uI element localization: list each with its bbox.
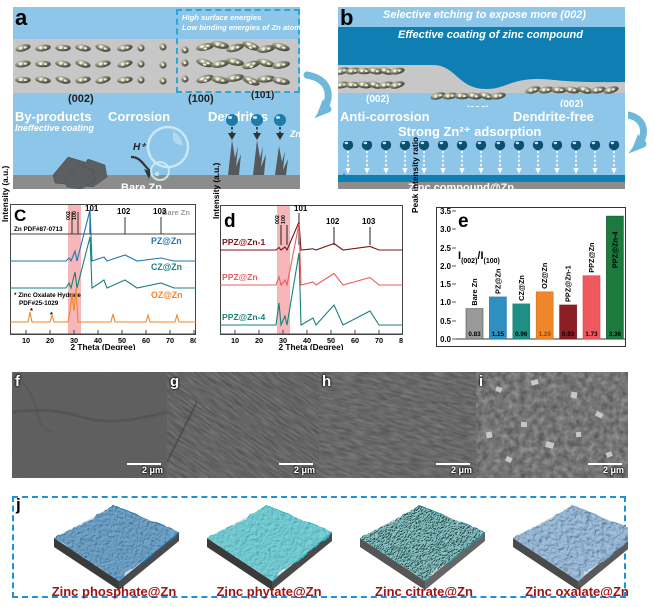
svg-text:OZ@Zn: OZ@Zn (540, 263, 549, 289)
svg-text:0.96: 0.96 (515, 331, 528, 338)
svg-text:103: 103 (362, 217, 376, 226)
svg-text:100: 100 (281, 215, 287, 224)
svg-text:Zn PDF#87-0713: Zn PDF#87-0713 (14, 226, 63, 233)
svg-text:1.0: 1.0 (440, 298, 452, 307)
svg-text:PDF#25-1029: PDF#25-1029 (19, 300, 59, 307)
svg-text:C: C (14, 206, 26, 225)
svg-text:e: e (458, 211, 469, 232)
svg-text:0.5: 0.5 (440, 317, 452, 326)
svg-text:10: 10 (22, 336, 30, 345)
svg-text:3.0: 3.0 (440, 225, 452, 234)
svg-text:0.0: 0.0 (440, 335, 452, 344)
svg-text:20: 20 (46, 336, 54, 345)
svg-text:CZ@Zn: CZ@Zn (151, 262, 182, 272)
svg-text:70: 70 (375, 336, 383, 345)
svg-text:100: 100 (72, 211, 78, 220)
svg-text:102: 102 (117, 207, 131, 216)
svg-text:PZ@Zn: PZ@Zn (151, 236, 182, 246)
svg-text:101: 101 (294, 205, 308, 213)
svg-text:Bare Zn: Bare Zn (470, 278, 479, 305)
svg-text:70: 70 (166, 336, 174, 345)
svg-text:d: d (224, 211, 236, 232)
svg-text:0.93: 0.93 (562, 331, 575, 338)
svg-text:PPZ@Zn: PPZ@Zn (222, 272, 258, 282)
svg-text:OZ@Zn: OZ@Zn (151, 290, 183, 300)
svg-text:PPZ@Zn-4: PPZ@Zn-4 (222, 312, 265, 322)
svg-text:PZ@Zn: PZ@Zn (493, 269, 502, 294)
svg-text:3.36: 3.36 (609, 331, 622, 338)
svg-text:20: 20 (255, 336, 263, 345)
svg-text:80: 80 (190, 336, 196, 345)
svg-text:PPZ@Zn-1: PPZ@Zn-1 (564, 265, 573, 302)
svg-text:101: 101 (85, 204, 99, 213)
svg-text:60: 60 (142, 336, 150, 345)
svg-text:PPZ@Zn: PPZ@Zn (587, 242, 596, 272)
svg-text:2 Theta (Degree): 2 Theta (Degree) (278, 342, 343, 350)
svg-text:1.5: 1.5 (440, 280, 452, 289)
svg-text:102: 102 (326, 217, 340, 226)
svg-text:80: 80 (399, 336, 403, 345)
svg-text:103: 103 (153, 207, 167, 216)
svg-text:1.29: 1.29 (539, 331, 552, 338)
svg-text:1.73: 1.73 (585, 331, 598, 338)
svg-text:3.5: 3.5 (440, 207, 452, 216)
svg-text:CZ@Zn: CZ@Zn (517, 275, 526, 301)
svg-text:2 Theta (Degree): 2 Theta (Degree) (70, 342, 135, 350)
svg-text:2.5: 2.5 (440, 244, 452, 253)
svg-text:PPZ@Zn-1: PPZ@Zn-1 (222, 237, 265, 247)
svg-text:10: 10 (231, 336, 239, 345)
svg-text:2.0: 2.0 (440, 262, 452, 271)
svg-text:1.15: 1.15 (492, 331, 505, 338)
svg-text:PPZ@Zn-4: PPZ@Zn-4 (610, 230, 619, 268)
svg-text:0.83: 0.83 (468, 331, 481, 338)
svg-text:60: 60 (351, 336, 359, 345)
